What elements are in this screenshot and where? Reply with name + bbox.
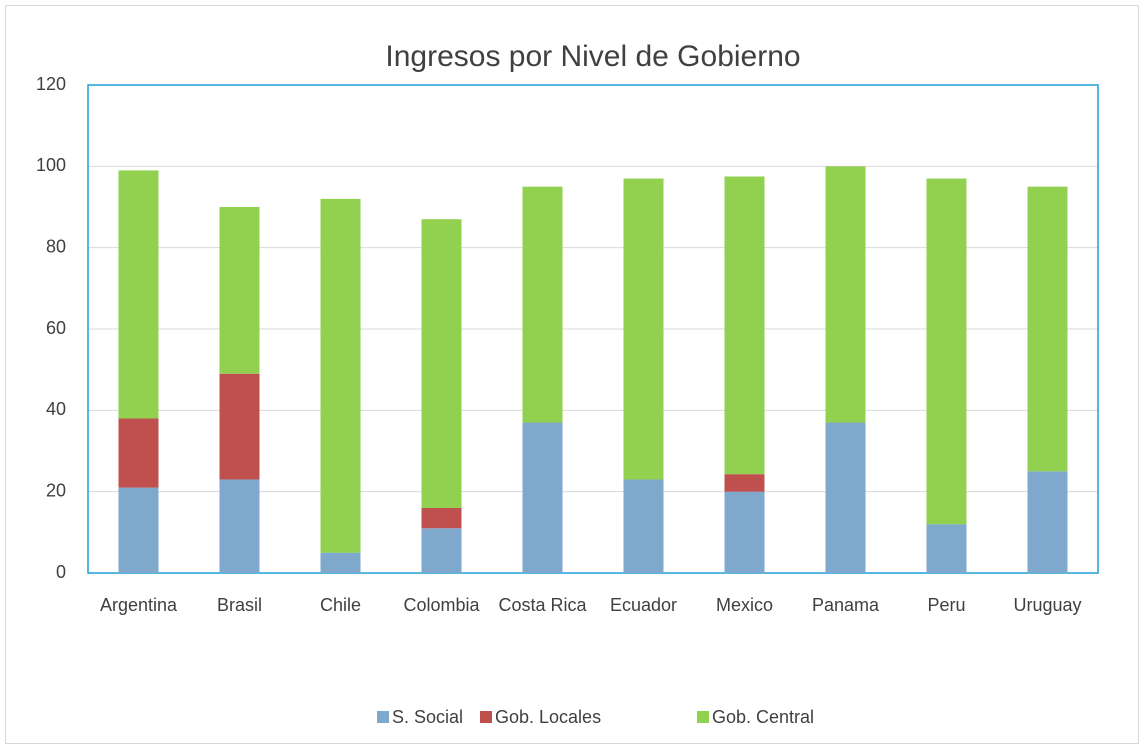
chart-border [5, 5, 1139, 744]
y-tick-label: 40 [46, 399, 66, 419]
x-tick-label: Argentina [100, 595, 178, 615]
legend-swatch [377, 711, 389, 723]
y-tick-label: 20 [46, 480, 66, 500]
chart-title: Ingresos por Nivel de Gobierno [385, 40, 800, 73]
x-tick-label: Brasil [217, 595, 262, 615]
bar-segment [421, 528, 462, 573]
bar-segment [825, 166, 866, 423]
bar-segment [320, 198, 361, 553]
x-tick-label: Chile [320, 595, 361, 615]
y-tick-label: 100 [36, 155, 66, 175]
bar-segment [1027, 186, 1068, 472]
y-tick-label: 80 [46, 236, 66, 256]
legend-swatch [480, 711, 492, 723]
bar-segment [724, 474, 765, 492]
bar-segment [219, 373, 260, 480]
x-tick-label: Ecuador [610, 595, 677, 615]
bar-segment [320, 552, 361, 573]
y-tick-label: 0 [56, 562, 66, 582]
legend-swatch [697, 711, 709, 723]
plot-area [87, 84, 1099, 574]
bar-segment [724, 176, 765, 475]
bar-segment [219, 207, 260, 374]
x-tick-label: Costa Rica [498, 595, 587, 615]
bar-segment [118, 487, 159, 573]
y-tick-label: 60 [46, 318, 66, 338]
bar-segment [118, 418, 159, 488]
x-tick-label: Peru [927, 595, 965, 615]
bar-segment [522, 422, 563, 573]
legend-label: Gob. Locales [495, 707, 601, 727]
bar-segment [724, 491, 765, 573]
bar-segment [421, 507, 462, 529]
x-tick-label: Uruguay [1013, 595, 1081, 615]
bar-segment [623, 178, 664, 480]
bar-segment [825, 422, 866, 573]
bar-segment [421, 219, 462, 508]
x-tick-label: Panama [812, 595, 880, 615]
x-tick-label: Colombia [403, 595, 480, 615]
legend-label: S. Social [392, 707, 463, 727]
bar-segment [623, 479, 664, 573]
bar-segment [926, 178, 967, 525]
legend-label: Gob. Central [712, 707, 814, 727]
y-tick-label: 120 [36, 74, 66, 94]
bar-segment [522, 186, 563, 423]
bar-segment [118, 170, 159, 419]
bar-segment [926, 524, 967, 573]
x-tick-label: Mexico [716, 595, 773, 615]
bar-segment [1027, 471, 1068, 573]
bar-segment [219, 479, 260, 573]
